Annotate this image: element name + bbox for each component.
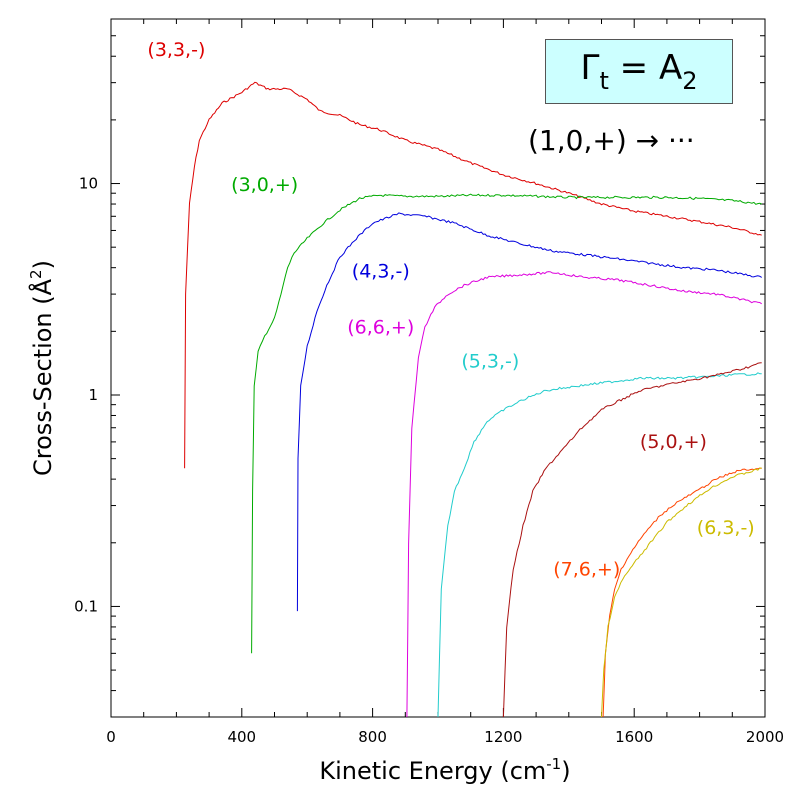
series-line-3-3 — [184, 81, 762, 469]
series-label: (6,6,+) — [347, 317, 414, 339]
series-label: (4,3,-) — [352, 260, 410, 282]
series-line-3-0 — [251, 193, 762, 654]
x-axis-ticks: 0 400 800 1200 1600 2000 — [106, 19, 784, 746]
series-line-6-3 — [601, 467, 762, 718]
y-tick-label: 0.1 — [74, 597, 98, 615]
series-label: (5,3,-) — [461, 350, 519, 372]
series-line-5-0 — [502, 362, 762, 718]
x-tick-label: 2000 — [746, 728, 784, 746]
series-label: (3,0,+) — [231, 174, 298, 196]
series-line-7-6 — [602, 467, 762, 718]
series-lines — [184, 81, 762, 718]
x-tick-label: 0 — [106, 728, 116, 746]
symmetry-box: Γt = A2 — [545, 39, 733, 104]
y-tick-label: 1 — [88, 386, 98, 404]
x-axis-title: Kinetic Energy (cm-1) — [319, 755, 570, 785]
x-tick-label: 400 — [227, 728, 256, 746]
series-label: (3,3,-) — [147, 39, 205, 61]
series-label: (5,0,+) — [640, 431, 707, 453]
series-label: (7,6,+) — [553, 559, 620, 581]
y-tick-label: 10 — [79, 175, 98, 193]
y-axis-ticks: 0.1 1 10 — [74, 18, 765, 718]
transition-label: (1,0,+) → ··· — [528, 124, 695, 157]
series-labels: (3,3,-) (3,0,+) (4,3,-) (6,6,+) (5,3,-) (5,0,… — [147, 39, 754, 580]
series-line-6-6 — [406, 271, 762, 718]
x-tick-label: 1200 — [484, 728, 522, 746]
y-axis-title: Cross-Section (Å2) — [27, 260, 57, 476]
series-line-4-3 — [296, 212, 762, 612]
series-label: (6,3,-) — [697, 517, 755, 539]
x-tick-label: 800 — [358, 728, 387, 746]
symmetry-label: Γt = A2 — [580, 48, 698, 95]
x-tick-label: 1600 — [615, 728, 653, 746]
series-line-5-3 — [437, 372, 762, 718]
